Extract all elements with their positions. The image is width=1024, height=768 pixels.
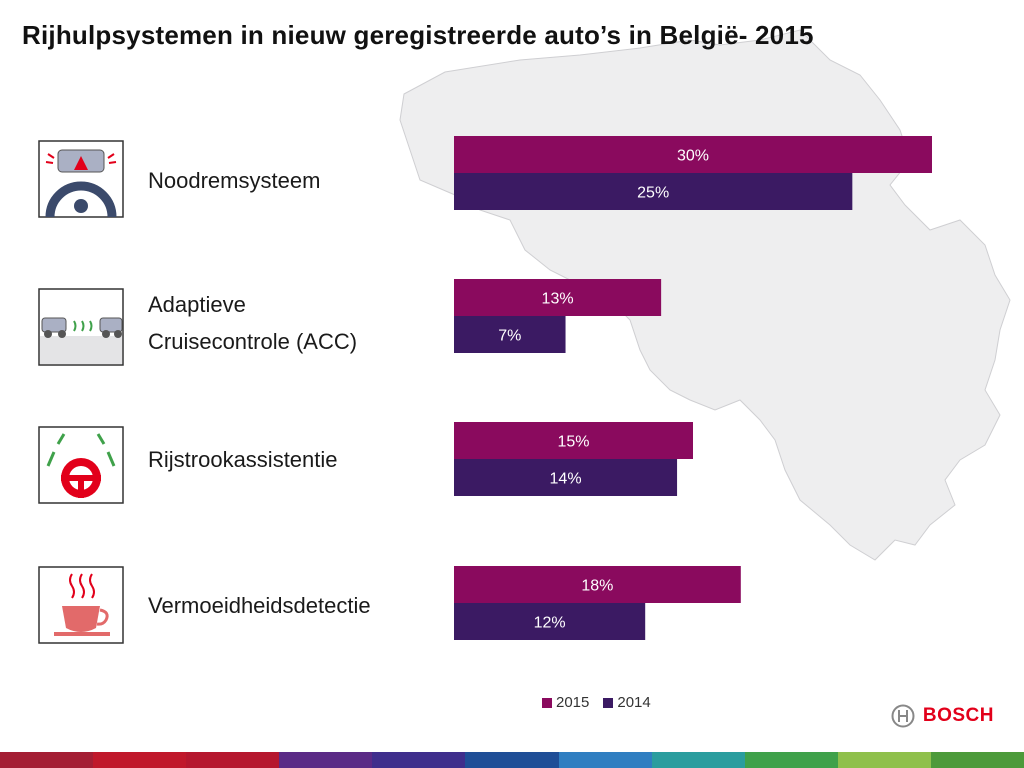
legend-swatch — [542, 697, 552, 708]
bar-value-label: 25% — [637, 185, 669, 202]
legend-label: 2015 — [556, 694, 590, 711]
legend: 2015 2014 — [542, 694, 651, 711]
bar-value-label: 14% — [550, 471, 582, 488]
footer-stripe-segment — [744, 752, 838, 768]
bar-2015-3 — [454, 566, 741, 603]
legend-item-2015: 2015 — [542, 694, 589, 711]
legend-label: 2014 — [617, 694, 651, 711]
bar-value-label: 7% — [498, 328, 521, 345]
category-label-line: Cruisecontrole (ACC) — [148, 329, 358, 354]
footer-stripe-segment — [279, 752, 373, 768]
footer-stripe-segment — [837, 752, 931, 768]
footer-stripe-segment — [0, 752, 94, 768]
footer-stripe-segment — [372, 752, 466, 768]
bosch-logo: BOSCH — [891, 704, 994, 728]
category-label-noodremsysteem: Noodremsysteem — [148, 162, 320, 199]
bar-value-label: 12% — [534, 615, 566, 632]
emergency-brake-icon — [38, 140, 124, 218]
footer-stripe-segment — [93, 752, 187, 768]
footer-stripe-segment — [465, 752, 559, 768]
lane-assist-icon — [38, 426, 124, 504]
category-label-line: Vermoeidheidsdetectie — [148, 593, 371, 618]
bar-value-label: 18% — [581, 578, 613, 595]
footer-stripe-segment — [651, 752, 745, 768]
brand-name: BOSCH — [922, 705, 994, 726]
footer-color-stripe — [0, 752, 1024, 768]
fatigue-detection-icon — [38, 566, 124, 644]
bar-value-label: 30% — [677, 148, 709, 165]
category-label-line: Noodremsysteem — [148, 168, 321, 193]
category-label-vermoeidheidsdetectie: Vermoeidheidsdetectie — [148, 587, 371, 624]
bar-2014-0 — [454, 173, 853, 210]
bar-2014-1 — [454, 316, 566, 353]
bar-2015-1 — [454, 279, 662, 316]
footer-stripe-segment — [930, 752, 1024, 768]
legend-item-2014: 2014 — [603, 694, 651, 711]
category-label-line: Adaptieve — [148, 292, 246, 317]
category-label-line: Rijstrookassistentie — [148, 447, 338, 472]
footer-stripe-segment — [186, 752, 280, 768]
bosch-armature-icon — [891, 704, 915, 728]
bar-2015-2 — [454, 422, 693, 459]
bar-2014-2 — [454, 459, 678, 496]
page-title: Rijhulpsystemen in nieuw geregistreerde … — [22, 20, 814, 50]
bar-2014-3 — [454, 603, 646, 640]
footer-stripe-segment — [558, 752, 652, 768]
bar-2015-0 — [454, 136, 932, 173]
category-label-rijstrookassistentie: Rijstrookassistentie — [148, 441, 338, 478]
category-label-acc: Adaptieve Cruisecontrole (ACC) — [148, 286, 357, 360]
adaptive-cruise-control-icon — [38, 288, 124, 366]
bar-value-label: 13% — [542, 291, 574, 308]
bar-value-label: 15% — [557, 434, 589, 451]
legend-swatch — [603, 697, 614, 708]
